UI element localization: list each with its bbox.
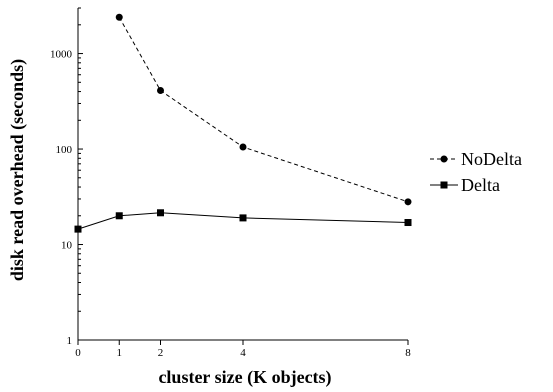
- axes: [77, 8, 408, 341]
- y-tick-label: 1: [67, 335, 73, 347]
- x-tick-label: 8: [405, 347, 411, 359]
- legend-item-nodelta: NoDelta: [430, 149, 522, 169]
- y-tick-label: 100: [56, 144, 73, 156]
- x-tick-label: 2: [158, 347, 164, 359]
- legend-label-delta: Delta: [461, 175, 500, 195]
- x-tick-label: 0: [75, 347, 81, 359]
- y-tick-label: 10: [61, 240, 73, 252]
- data-point-delta: [157, 209, 164, 217]
- data-point-delta: [115, 212, 123, 220]
- data-point-delta: [239, 214, 247, 222]
- x-tick-label: 4: [240, 347, 246, 359]
- series-group: [74, 13, 412, 233]
- y-axis-title: disk read overhead (seconds): [7, 59, 28, 281]
- data-point-nodelta: [404, 198, 412, 206]
- legend-item-delta: Delta: [430, 175, 500, 195]
- data-point-delta: [74, 225, 82, 233]
- data-point-nodelta: [115, 13, 123, 21]
- legend-marker-nodelta: [440, 155, 448, 163]
- legend-label-nodelta: NoDelta: [461, 149, 522, 169]
- x-axis-title: cluster size (K objects): [158, 367, 331, 388]
- series-nodelta: [115, 13, 412, 206]
- series-delta: [74, 209, 412, 233]
- data-point-nodelta: [157, 87, 164, 95]
- legend: NoDelta Delta: [430, 149, 522, 195]
- legend-marker-delta: [440, 181, 448, 189]
- data-point-delta: [404, 219, 412, 227]
- y-tick-label: 1000: [50, 49, 73, 61]
- x-tick-label: 1: [117, 347, 123, 359]
- data-point-nodelta: [239, 143, 247, 151]
- series-line-nodelta: [118, 17, 409, 203]
